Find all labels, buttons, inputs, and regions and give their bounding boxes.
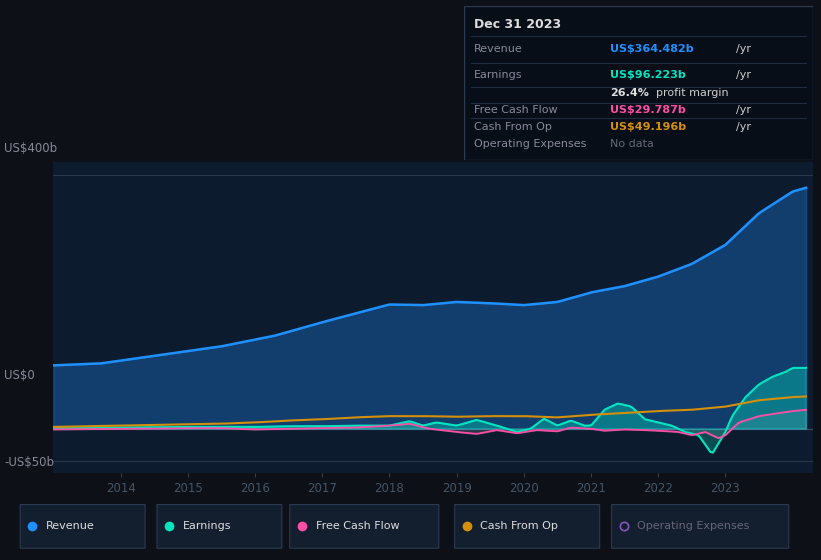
FancyBboxPatch shape [21,505,145,548]
Text: Earnings: Earnings [475,70,523,80]
Text: US$364.482b: US$364.482b [610,44,694,54]
Text: US$29.787b: US$29.787b [610,105,686,115]
Text: US$0: US$0 [4,368,34,382]
Text: US$400b: US$400b [4,142,57,155]
FancyBboxPatch shape [455,505,599,548]
Text: US$96.223b: US$96.223b [610,70,686,80]
Text: -US$50b: -US$50b [4,455,54,469]
Text: Operating Expenses: Operating Expenses [475,139,587,149]
Text: profit margin: profit margin [656,88,728,99]
Text: /yr: /yr [736,122,751,132]
Text: /yr: /yr [736,44,751,54]
Text: Revenue: Revenue [46,521,94,531]
Text: Cash From Op: Cash From Op [480,521,558,531]
Text: Earnings: Earnings [183,521,232,531]
Text: /yr: /yr [736,105,751,115]
Text: Free Cash Flow: Free Cash Flow [315,521,399,531]
Text: Cash From Op: Cash From Op [475,122,553,132]
Text: No data: No data [610,139,654,149]
FancyBboxPatch shape [612,505,789,548]
Text: Revenue: Revenue [475,44,523,54]
FancyBboxPatch shape [464,6,813,160]
Text: US$49.196b: US$49.196b [610,122,686,132]
Text: /yr: /yr [736,70,751,80]
Text: Operating Expenses: Operating Expenses [637,521,750,531]
FancyBboxPatch shape [157,505,282,548]
Text: Free Cash Flow: Free Cash Flow [475,105,558,115]
Text: 26.4%: 26.4% [610,88,649,99]
Text: Dec 31 2023: Dec 31 2023 [475,17,562,31]
FancyBboxPatch shape [290,505,438,548]
